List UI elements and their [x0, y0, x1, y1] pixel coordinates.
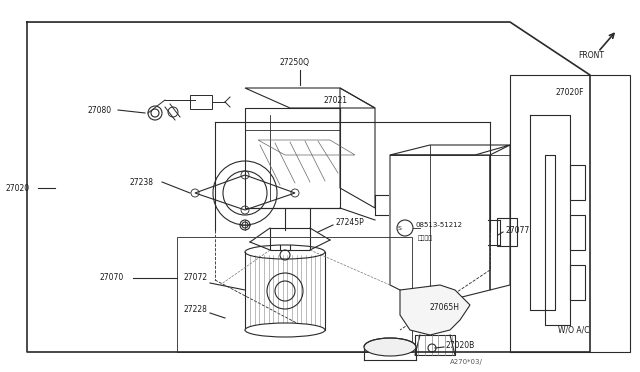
Text: 27245P: 27245P [335, 218, 364, 227]
Bar [570, 165, 585, 200]
Text: 08513-51212: 08513-51212 [415, 222, 462, 228]
Bar [570, 265, 585, 300]
Text: 27065H: 27065H [430, 304, 460, 312]
Polygon shape [400, 285, 470, 335]
Text: W/O A/C: W/O A/C [558, 326, 589, 334]
Text: FRONT: FRONT [578, 51, 604, 60]
Bar [177, 237, 412, 352]
Text: 27021: 27021 [323, 96, 347, 105]
Text: 27070: 27070 [100, 273, 124, 282]
Bar [497, 218, 517, 246]
Text: 27077: 27077 [505, 225, 529, 234]
Text: 27020F: 27020F [555, 87, 584, 96]
Text: 27080: 27080 [88, 106, 112, 115]
Text: 27228: 27228 [183, 305, 207, 314]
Ellipse shape [245, 323, 325, 337]
Text: A270*03/: A270*03/ [450, 359, 483, 365]
Ellipse shape [364, 338, 416, 356]
Text: 27020: 27020 [5, 183, 29, 192]
Text: S: S [398, 225, 402, 231]
Text: 27250Q: 27250Q [280, 58, 310, 67]
Text: 27020B: 27020B [445, 340, 474, 350]
Text: （１０）: （１０） [418, 235, 433, 241]
Bar [510, 75, 630, 352]
Text: 27238: 27238 [130, 177, 154, 186]
Text: 27072: 27072 [183, 273, 207, 282]
Bar [570, 215, 585, 250]
Bar [190, 95, 212, 109]
Bar [245, 108, 340, 208]
